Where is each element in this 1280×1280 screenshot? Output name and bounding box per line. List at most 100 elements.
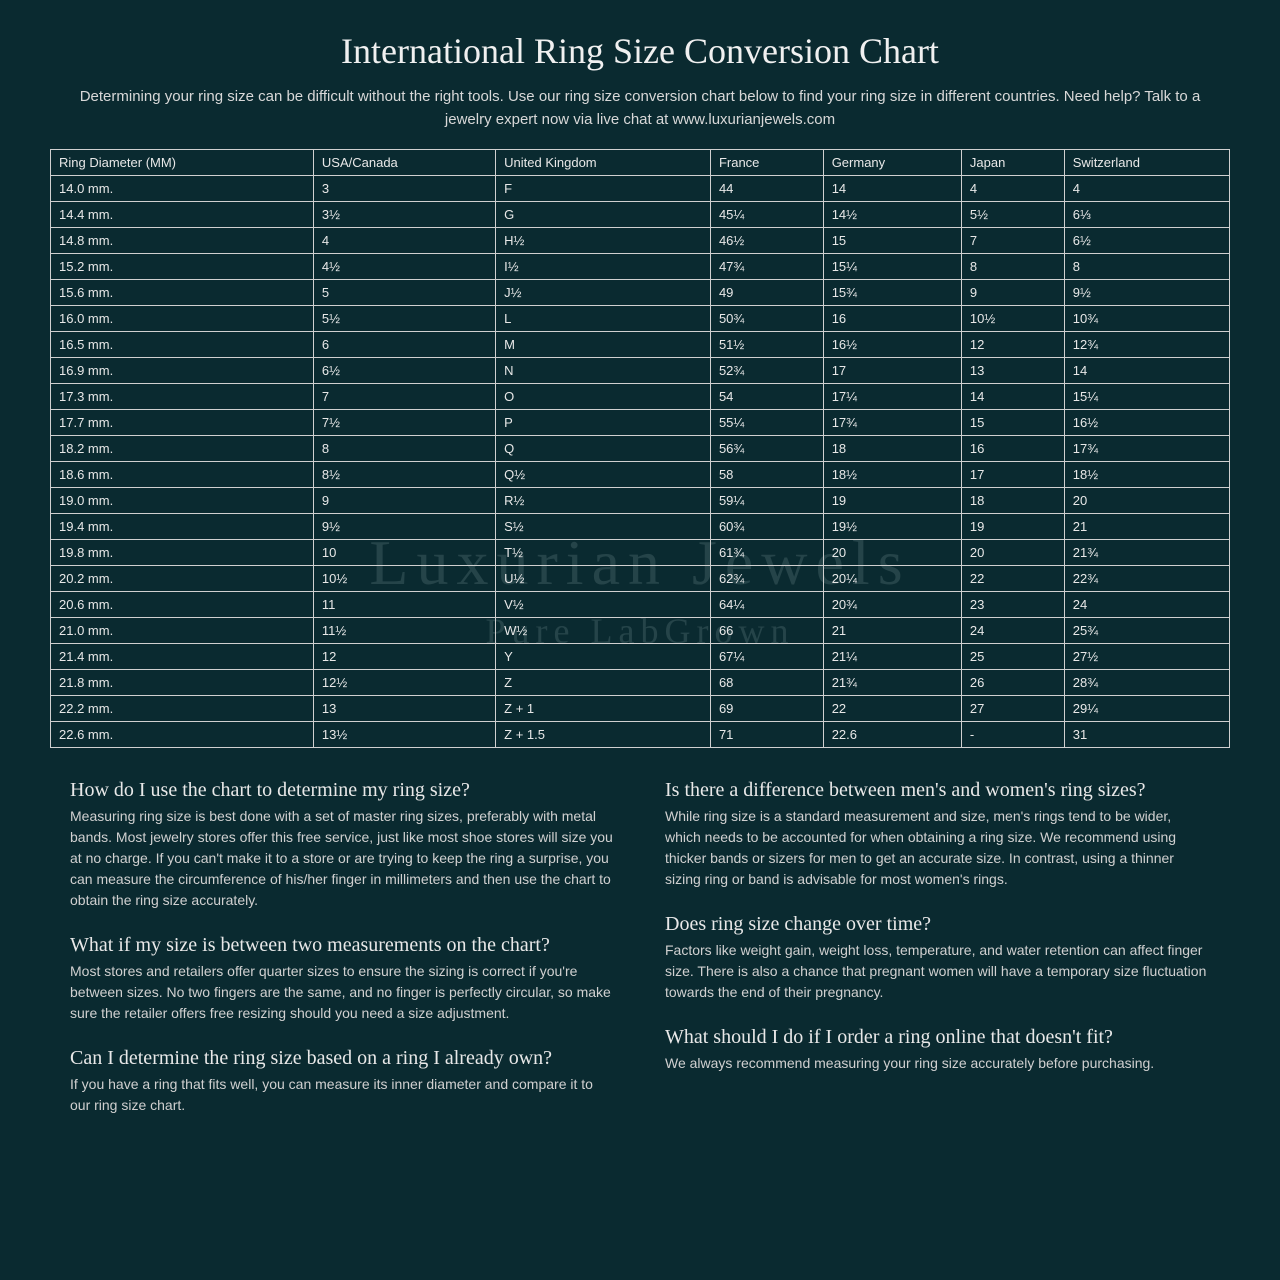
- table-cell: 22.6: [823, 722, 961, 748]
- table-cell: T½: [496, 540, 711, 566]
- table-row: 17.7 mm.7½P55¼17¾1516½: [51, 410, 1230, 436]
- table-row: 16.9 mm.6½N52¾171314: [51, 358, 1230, 384]
- table-cell: 59¼: [710, 488, 823, 514]
- table-cell: I½: [496, 254, 711, 280]
- table-cell: 11½: [313, 618, 495, 644]
- faq-item: Can I determine the ring size based on a…: [70, 1046, 615, 1116]
- table-cell: O: [496, 384, 711, 410]
- table-cell: F: [496, 176, 711, 202]
- table-row: 19.8 mm.10T½61¾202021¾: [51, 540, 1230, 566]
- table-cell: 62¾: [710, 566, 823, 592]
- table-col-5: Japan: [961, 150, 1064, 176]
- table-cell: 16½: [823, 332, 961, 358]
- page-subtitle: Determining your ring size can be diffic…: [50, 86, 1230, 131]
- table-row: 19.4 mm.9½S½60¾19½1921: [51, 514, 1230, 540]
- table-row: 21.4 mm.12Y67¼21¼2527½: [51, 644, 1230, 670]
- table-cell: 12: [313, 644, 495, 670]
- table-cell: Z + 1.5: [496, 722, 711, 748]
- table-cell: 8: [1064, 254, 1229, 280]
- table-cell: 14: [823, 176, 961, 202]
- table-cell: 16½: [1064, 410, 1229, 436]
- table-cell: 26: [961, 670, 1064, 696]
- table-cell: 18½: [1064, 462, 1229, 488]
- table-cell: 23: [961, 592, 1064, 618]
- table-cell: 19.0 mm.: [51, 488, 314, 514]
- table-cell: 8: [961, 254, 1064, 280]
- faq-question: Can I determine the ring size based on a…: [70, 1046, 615, 1070]
- table-cell: 21¾: [823, 670, 961, 696]
- table-cell: 7½: [313, 410, 495, 436]
- table-cell: Z + 1: [496, 696, 711, 722]
- faq-question: How do I use the chart to determine my r…: [70, 778, 615, 802]
- table-cell: 11: [313, 592, 495, 618]
- table-cell: V½: [496, 592, 711, 618]
- table-cell: 46½: [710, 228, 823, 254]
- table-cell: 28¾: [1064, 670, 1229, 696]
- table-col-4: Germany: [823, 150, 961, 176]
- faq-column-right: Is there a difference between men's and …: [665, 778, 1210, 1138]
- table-cell: 17: [823, 358, 961, 384]
- table-row: 14.0 mm.3F441444: [51, 176, 1230, 202]
- table-cell: 25¾: [1064, 618, 1229, 644]
- table-row: 17.3 mm.7O5417¼1415¼: [51, 384, 1230, 410]
- table-cell: 4: [1064, 176, 1229, 202]
- table-cell: 8: [313, 436, 495, 462]
- table-cell: 22.2 mm.: [51, 696, 314, 722]
- table-cell: 5: [313, 280, 495, 306]
- faq-question: What should I do if I order a ring onlin…: [665, 1025, 1210, 1049]
- main-content: International Ring Size Conversion Chart…: [50, 30, 1230, 1138]
- table-cell: 16.5 mm.: [51, 332, 314, 358]
- table-cell: 15¾: [823, 280, 961, 306]
- table-cell: 67¼: [710, 644, 823, 670]
- table-cell: 58: [710, 462, 823, 488]
- table-row: 21.0 mm.11½W½66212425¾: [51, 618, 1230, 644]
- table-cell: 21.4 mm.: [51, 644, 314, 670]
- table-cell: 15.2 mm.: [51, 254, 314, 280]
- table-cell: 4: [313, 228, 495, 254]
- table-cell: 15: [961, 410, 1064, 436]
- table-cell: 56¾: [710, 436, 823, 462]
- faq-section: How do I use the chart to determine my r…: [50, 778, 1230, 1138]
- table-col-2: United Kingdom: [496, 150, 711, 176]
- table-row: 16.0 mm.5½L50¾1610½10¾: [51, 306, 1230, 332]
- table-cell: 64¼: [710, 592, 823, 618]
- table-cell: 12½: [313, 670, 495, 696]
- table-cell: 21.0 mm.: [51, 618, 314, 644]
- table-cell: 27: [961, 696, 1064, 722]
- table-cell: 17.7 mm.: [51, 410, 314, 436]
- table-cell: G: [496, 202, 711, 228]
- table-cell: 10½: [961, 306, 1064, 332]
- table-cell: 66: [710, 618, 823, 644]
- table-row: 19.0 mm.9R½59¼191820: [51, 488, 1230, 514]
- table-cell: 31: [1064, 722, 1229, 748]
- faq-item: Does ring size change over time?Factors …: [665, 912, 1210, 1003]
- table-row: 14.4 mm.3½G45¼14½5½6⅓: [51, 202, 1230, 228]
- table-cell: 71: [710, 722, 823, 748]
- table-cell: 47¾: [710, 254, 823, 280]
- table-row: 15.6 mm.5J½4915¾99½: [51, 280, 1230, 306]
- table-cell: 6: [313, 332, 495, 358]
- table-cell: 60¾: [710, 514, 823, 540]
- table-cell: 14.8 mm.: [51, 228, 314, 254]
- table-cell: Q½: [496, 462, 711, 488]
- table-cell: L: [496, 306, 711, 332]
- table-cell: 20.2 mm.: [51, 566, 314, 592]
- table-cell: 3½: [313, 202, 495, 228]
- table-cell: 13: [313, 696, 495, 722]
- table-cell: 18: [823, 436, 961, 462]
- table-cell: 19.4 mm.: [51, 514, 314, 540]
- table-cell: 20.6 mm.: [51, 592, 314, 618]
- table-cell: P: [496, 410, 711, 436]
- table-cell: 9½: [1064, 280, 1229, 306]
- faq-item: How do I use the chart to determine my r…: [70, 778, 615, 911]
- table-cell: 10: [313, 540, 495, 566]
- table-cell: 5½: [313, 306, 495, 332]
- table-col-0: Ring Diameter (MM): [51, 150, 314, 176]
- page-title: International Ring Size Conversion Chart: [50, 30, 1230, 72]
- table-cell: N: [496, 358, 711, 384]
- table-cell: M: [496, 332, 711, 358]
- table-head: Ring Diameter (MM)USA/CanadaUnited Kingd…: [51, 150, 1230, 176]
- table-cell: 16: [961, 436, 1064, 462]
- table-cell: 19.8 mm.: [51, 540, 314, 566]
- table-cell: 45¼: [710, 202, 823, 228]
